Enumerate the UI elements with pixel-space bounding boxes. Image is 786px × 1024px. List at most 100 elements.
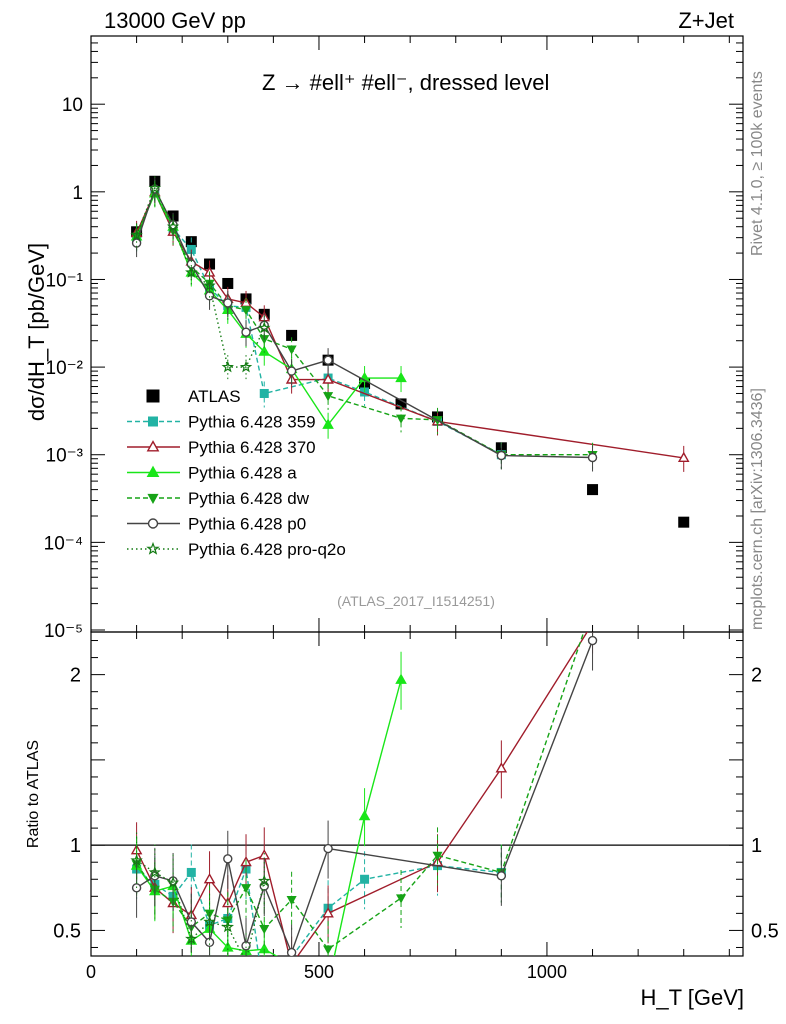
ratio-point	[240, 884, 252, 894]
ratio-point	[286, 896, 297, 906]
data-point	[241, 327, 251, 337]
ratio-line	[136, 679, 402, 956]
data-point	[323, 355, 333, 365]
ratio-point	[245, 954, 247, 956]
main-y-tick-label: 10⁻¹	[46, 270, 84, 291]
series-ratio-pythia-6-428-pro-q2o	[130, 832, 271, 956]
data-point	[395, 371, 407, 383]
series-line	[135, 187, 593, 459]
data-point	[286, 345, 297, 355]
data-point	[203, 279, 216, 291]
ratio-point	[259, 925, 270, 935]
ratio-point	[258, 874, 271, 887]
legend-label: Pythia 6.428 dw	[188, 489, 310, 508]
main-y-tick-label: 10⁻²	[46, 358, 84, 379]
plot-title: Z → #ell⁺ #ell⁻, dressed level	[262, 70, 549, 95]
ratio-point	[203, 915, 216, 928]
main-ylabel: dσ/dH_T [pb/GeV]	[24, 243, 49, 421]
ratio-point	[496, 871, 507, 881]
data-point	[258, 321, 271, 334]
legend-label: Pythia 6.428 370	[188, 438, 316, 457]
legend-label: Pythia 6.428 a	[188, 464, 297, 483]
watermark: (ATLAS_2017_I1514251)	[337, 593, 495, 609]
ratio-panel-frame	[90, 631, 744, 957]
ratio-point	[287, 960, 296, 968]
ratio-point	[186, 867, 196, 877]
ratio-y-tick-label-right: 1	[751, 835, 762, 857]
ratio-point	[360, 874, 370, 884]
legend-swatch-marker	[146, 440, 160, 452]
x-tick-label: 0	[86, 962, 96, 982]
ratio-point	[223, 854, 233, 864]
ratio-point	[148, 865, 162, 878]
mcplots-label: mcplots.cern.ch [arXiv:1306.3436]	[749, 388, 766, 630]
data-point	[587, 484, 599, 496]
ratio-point	[322, 907, 334, 918]
x-tick-label: 1000	[527, 962, 567, 982]
data-point	[677, 451, 690, 463]
data-point	[286, 366, 297, 376]
ratio-point	[166, 876, 180, 888]
data-point	[130, 228, 143, 241]
ratio-point	[495, 762, 508, 773]
ratio-point	[588, 603, 596, 611]
ratio-y-tick-label-right: 0.5	[751, 920, 779, 942]
ratio-point	[204, 937, 215, 948]
main-y-tick-label: 10⁻³	[46, 446, 84, 467]
ratio-point	[130, 853, 143, 866]
legend-entry: Pythia 6.428 pro-q2o	[127, 540, 346, 559]
main-y-tick-label: 10	[62, 95, 83, 116]
x-tick-label: 500	[304, 962, 334, 982]
rivet-label: Rivet 4.1.0, ≥ 100k events	[749, 71, 766, 256]
ratio-point	[221, 920, 234, 933]
main-y-tick-label: 1	[72, 183, 83, 204]
ratio-point	[185, 932, 198, 945]
legend-entry: Pythia 6.428 dw	[127, 489, 310, 508]
series-ratio-pythia-6-428-a	[130, 651, 407, 956]
ratio-point	[395, 894, 407, 904]
data-point	[322, 418, 334, 429]
data-point	[496, 450, 507, 461]
ratio-y-tick-label: 1	[70, 835, 81, 857]
ratio-point	[241, 941, 251, 951]
x-axis-label: H_T [GeV]	[640, 985, 744, 1010]
main-y-tick-label: 10⁻⁴	[44, 533, 83, 554]
ratio-point	[260, 990, 268, 998]
legend-entry: Pythia 6.428 a	[127, 464, 297, 483]
series-main-pythia-6-428-pro-q2o	[130, 176, 271, 382]
data-point	[166, 220, 180, 232]
legend-entry: Pythia 6.428 370	[127, 438, 316, 457]
ratio-point	[395, 673, 407, 684]
main-y-tick-label: 10⁻⁵	[44, 621, 83, 642]
ratio-ylabel: Ratio to ATLAS	[25, 740, 42, 848]
legend-swatch-marker	[148, 416, 158, 427]
series-line	[135, 190, 593, 456]
legend-entry: Pythia 6.428 359	[127, 413, 316, 432]
data-point	[239, 360, 253, 373]
ratio-y-tick-label: 2	[70, 665, 81, 687]
ratio-point	[323, 843, 333, 854]
ratio-point	[587, 635, 598, 646]
energy-label: 13000 GeV pp	[104, 8, 246, 33]
legend-swatch-marker	[146, 389, 160, 403]
legend-entry: Pythia 6.428 p0	[127, 515, 306, 534]
data-point	[678, 516, 690, 528]
data-point	[240, 306, 252, 316]
legend-swatch-marker	[146, 465, 160, 478]
ratio-point	[323, 945, 334, 955]
legend-entry: ATLAS	[146, 387, 241, 406]
ratio-point	[204, 909, 215, 919]
ratio-point	[286, 947, 297, 956]
ratio-point	[358, 809, 371, 821]
legend-label: Pythia 6.428 p0	[188, 515, 306, 534]
legend-label: ATLAS	[188, 387, 241, 406]
data-point	[148, 181, 162, 194]
legend-swatch-marker	[147, 518, 159, 529]
data-point	[259, 388, 269, 398]
ratio-point	[203, 873, 216, 884]
data-point	[223, 298, 233, 308]
series-line	[135, 186, 265, 368]
data-point	[185, 265, 198, 278]
ratio-y-tick-label: 0.5	[53, 920, 81, 942]
ratio-point	[221, 941, 234, 952]
